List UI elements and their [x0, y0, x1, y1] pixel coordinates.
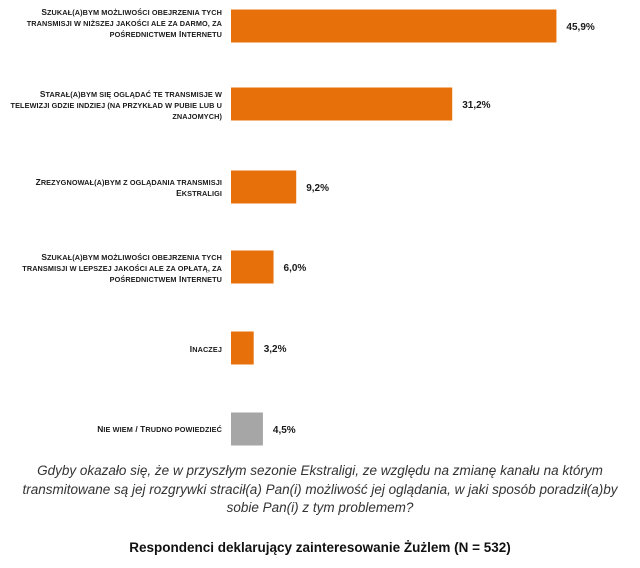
respondents-note: Respondenci deklarujący zainteresowanie … [129, 540, 511, 555]
value-label: 9,2% [306, 183, 329, 194]
category-label: SZUKAŁ(A)BYM MOŻLIWOŚCI OBEJRZENIA TYCH … [22, 252, 222, 284]
bar [231, 87, 453, 121]
value-label: 31,2% [462, 100, 490, 111]
bar [231, 250, 274, 284]
bar [231, 9, 557, 43]
value-label: 3,2% [264, 344, 287, 355]
bar [231, 170, 297, 204]
category-label: STARAŁ(A)BYM SIĘ OGLĄDAĆ TE TRANSMISJE W… [10, 89, 222, 121]
category-label: INACZEJ [189, 344, 222, 354]
bar-chart: SZUKAŁ(A)BYM MOŻLIWOŚCI OBEJRZENIA TYCH … [10, 7, 595, 446]
value-label: 6,0% [284, 263, 307, 274]
value-label: 4,5% [273, 425, 296, 436]
bar [231, 412, 263, 446]
bars-area: 45,9% 31,2% 9,2% 6,0% 3,2% 4,5% [231, 9, 595, 446]
category-label: SZUKAŁ(A)BYM MOŻLIWOŚCI OBEJRZENIA TYCH … [26, 7, 222, 39]
value-label: 45,9% [566, 22, 594, 33]
category-label: NIE WIEM / TRUDNO POWIEDZIEĆ [97, 424, 222, 434]
bar [231, 331, 254, 365]
survey-question: Gdyby okazało się, że w przyszłym sezoni… [22, 463, 618, 515]
category-label: ZREZYGNOWAŁ(A)BYM Z OGLĄDANIA TRANSMISJI… [35, 177, 222, 198]
